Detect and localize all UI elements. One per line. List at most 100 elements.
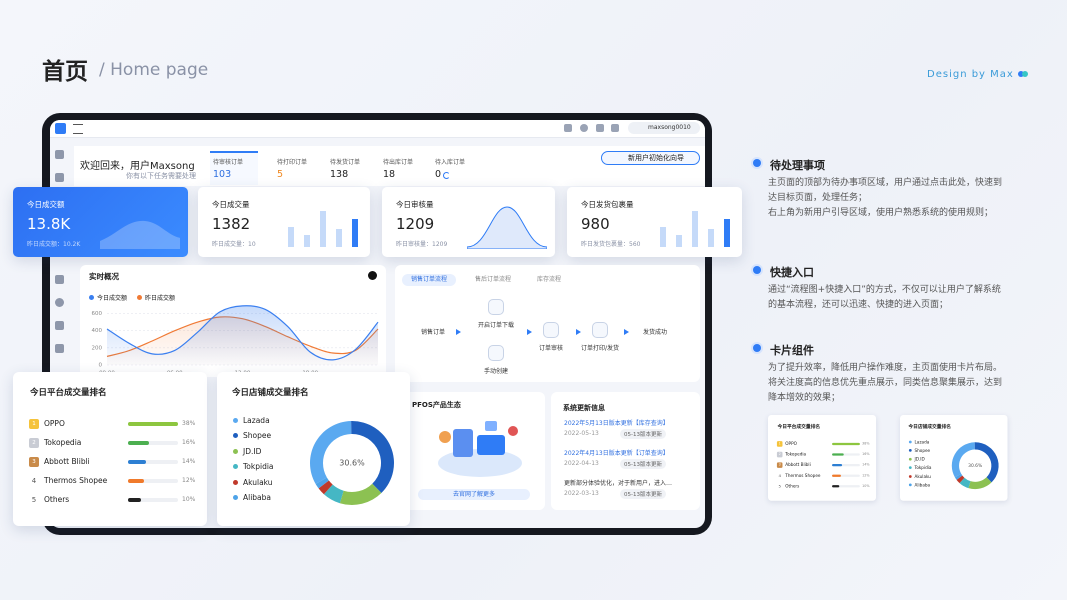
task-label[interactable]: 待出库订单: [383, 159, 414, 166]
icon-settings[interactable]: [611, 124, 619, 132]
bar-track: [832, 485, 860, 488]
flow-tab[interactable]: 售后订单流程: [475, 276, 512, 283]
update-date: 2022-03-13: [564, 490, 599, 497]
task-count[interactable]: 103: [213, 169, 232, 180]
category-label: Tokopedia: [44, 438, 82, 447]
legend-swatch: [233, 464, 238, 470]
bar-track: [128, 460, 178, 464]
note-bullet: [753, 344, 761, 352]
legend-swatch: [233, 433, 238, 439]
page-subtitle: / Home page: [99, 60, 209, 80]
legend: 今日成交额 昨日成交额: [89, 293, 185, 302]
card-title: 今日平台成交量排名: [777, 423, 821, 430]
icon-app[interactable]: [596, 124, 604, 132]
icon-help[interactable]: [564, 124, 572, 132]
y-tick-label: 200: [92, 345, 103, 351]
task-label[interactable]: 待审核订单: [213, 159, 244, 166]
bar: [128, 441, 150, 445]
bar-track: [832, 474, 860, 477]
task-label[interactable]: 待入库订单: [435, 159, 466, 166]
legend-label: Shopee: [914, 448, 931, 454]
bar-track: [128, 441, 178, 445]
flow-step-label[interactable]: 销售订单: [421, 329, 446, 336]
legend-swatch: [233, 418, 238, 423]
card-title: 今日店铺成交量排名: [908, 423, 951, 430]
category-label: Thermos Shopee: [44, 476, 108, 485]
task-label[interactable]: 待发货订单: [330, 159, 361, 166]
donut-segment: [351, 421, 394, 494]
donut-chart: 30.6%: [310, 421, 394, 505]
flow-node-icon[interactable]: [543, 322, 559, 338]
realtime-title: 实时概况: [89, 272, 119, 281]
mini-bar: [288, 227, 294, 247]
stat-card[interactable]: 今日成交量 1382 昨日成交量：10: [198, 187, 370, 257]
flow-tab[interactable]: 库存流程: [537, 276, 562, 283]
update-date: 2022-04-13: [564, 460, 599, 467]
menu-toggle[interactable]: [73, 124, 83, 134]
icon-bell[interactable]: [580, 124, 588, 132]
task-label[interactable]: 待打印订单: [277, 159, 308, 166]
bar-track: [832, 464, 860, 467]
credit-text: Design by Max: [927, 69, 1014, 80]
flow-step-label[interactable]: 开启订单下载: [477, 322, 515, 329]
legend-label: Tokpidia: [914, 465, 932, 471]
category-label: OPPO: [785, 441, 797, 447]
refresh-icon[interactable]: [443, 172, 450, 179]
note-body: 主页面的顶部为待办事项区域，用户通过点击此处，快速到达目标页面，处理任务； 右上角…: [768, 176, 1008, 221]
flow-step-label[interactable]: 发货成功: [643, 329, 668, 336]
legend-label: Lazada: [914, 439, 930, 445]
flow-step-label[interactable]: 手动创建: [483, 368, 509, 375]
bar: [832, 442, 860, 446]
update-text[interactable]: 2022年4月13日版本更新【订单查询】: [564, 450, 669, 457]
flow-node-icon[interactable]: [488, 345, 504, 361]
value-label: 12%: [182, 477, 196, 484]
page-title: 首页: [42, 59, 88, 85]
rank: 4: [778, 473, 781, 478]
line-chart: 020040060000:0006:0012:0018:00: [92, 305, 379, 377]
value-label: 38%: [182, 420, 196, 427]
guide-button[interactable]: 新用户初始化向导: [601, 151, 700, 165]
welcome-bar: [74, 146, 705, 186]
update-text[interactable]: 2022年5月13日版本更新【库存查询】: [564, 420, 669, 427]
legend-item: 昨日成交额: [137, 295, 175, 302]
legend-swatch: [908, 483, 912, 487]
stat-card[interactable]: 今日发货包裹量 980 昨日发货包裹量：560: [567, 187, 742, 257]
rank: 5: [778, 484, 781, 489]
note-bullet: [753, 159, 761, 167]
donut-center-label: 30.6%: [339, 459, 365, 468]
task-count[interactable]: 138: [330, 169, 349, 180]
flow-node-icon[interactable]: [488, 299, 504, 315]
stat-graphic: [288, 211, 358, 247]
flow-step-label[interactable]: 订单审核: [538, 345, 564, 352]
welcome-greeting: 欢迎回来，用户Maxsong: [80, 161, 195, 172]
welcome-hint: 你有以下任务需要处理: [126, 172, 196, 180]
legend-label: Akulaku: [243, 477, 273, 487]
ecosystem-link[interactable]: 去官网了解更多: [418, 489, 530, 500]
stat-card[interactable]: 今日审核量 1209 昨日审核量：1209: [382, 187, 555, 257]
stat-graphic: [467, 206, 547, 249]
update-text[interactable]: 更新部分体验优化，对于新用户，进入…: [564, 480, 673, 487]
rank: 2: [29, 438, 39, 448]
task-count[interactable]: 18: [383, 169, 396, 180]
note-title: 待处理事项: [770, 159, 825, 172]
task-count[interactable]: 5: [277, 169, 284, 180]
category-label: Others: [785, 483, 800, 489]
flow-node-icon[interactable]: [592, 322, 608, 338]
bell: [467, 206, 547, 249]
stat-graphic: [660, 211, 730, 247]
flow-step-label[interactable]: 订单打印/发货: [580, 345, 620, 352]
active-tab[interactable]: [210, 151, 258, 185]
flow-tab[interactable]: 销售订单流程: [402, 274, 457, 286]
credit: Design by Max: [927, 69, 1029, 80]
donut-segment: [974, 442, 999, 483]
stat-card[interactable]: 今日成交额 13.8K 昨日成交额：10.2K: [13, 187, 188, 257]
legend-label: Alibaba: [243, 493, 272, 502]
flow-arrow: [456, 329, 461, 335]
note-title: 快捷入口: [770, 266, 814, 279]
bar: [128, 498, 142, 502]
user-menu[interactable]: maxsong0010: [628, 122, 700, 134]
more-button[interactable]: [368, 271, 377, 280]
category-label: Abbott Blibli: [785, 462, 811, 468]
task-count[interactable]: 0: [435, 169, 442, 180]
logo[interactable]: [55, 123, 66, 134]
